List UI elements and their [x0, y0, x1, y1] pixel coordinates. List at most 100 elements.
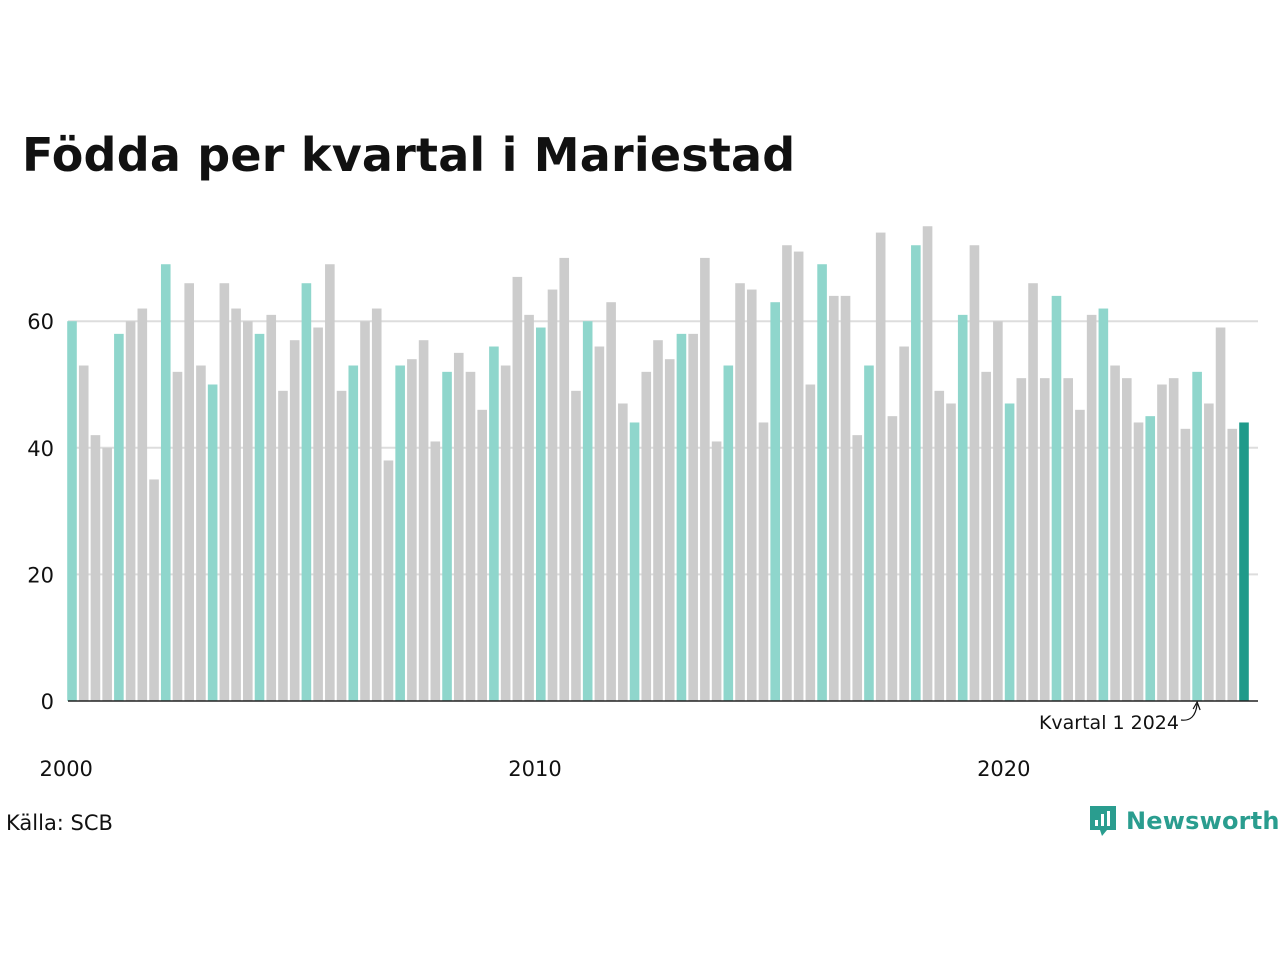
bar: [442, 371, 452, 701]
bar: [805, 384, 816, 701]
bar: [1086, 314, 1097, 701]
bar: [582, 321, 593, 701]
bar: [594, 346, 605, 701]
y-axis-ticks: 0 20 40 60: [27, 310, 54, 714]
bar: [875, 232, 886, 701]
bar: [243, 321, 253, 701]
bar: [1075, 409, 1085, 701]
bar: [946, 403, 956, 701]
annotation: Kvartal 1 2024: [1039, 700, 1201, 734]
source-label: Källa: SCB: [6, 811, 113, 835]
bar: [700, 257, 710, 701]
bar: [711, 441, 722, 701]
bar: [524, 314, 534, 701]
bar: [735, 283, 745, 701]
bar: [817, 264, 827, 701]
bar: [1122, 378, 1132, 701]
bar: [1004, 403, 1015, 701]
bar: [559, 257, 570, 701]
bar: [793, 251, 804, 701]
bar-chart: 0 20 40 60 2000 2010 2020 Kvartal 1 2024: [27, 226, 1258, 781]
bar: [1192, 371, 1202, 701]
bar: [301, 283, 312, 701]
bar: [1168, 378, 1179, 701]
bar: [219, 283, 230, 701]
x-tick-label: 2020: [977, 757, 1030, 781]
y-tick-label: 0: [41, 690, 54, 714]
bar: [911, 245, 921, 702]
bar: [536, 327, 546, 701]
bar: [266, 314, 277, 701]
bar: [67, 321, 77, 701]
bar: [1039, 378, 1050, 701]
bar: [149, 479, 159, 701]
bar: [981, 371, 991, 701]
bar: [313, 327, 323, 701]
bar: [1204, 403, 1214, 701]
bar: [1028, 283, 1038, 701]
bar: [137, 308, 148, 701]
bar: [1227, 428, 1238, 701]
bar: [1063, 378, 1073, 701]
bar: [782, 245, 792, 702]
bar: [840, 295, 851, 701]
bar: [829, 295, 839, 701]
bar: [957, 314, 968, 701]
bar: [489, 346, 499, 701]
bar: [606, 302, 616, 701]
bar: [969, 245, 980, 702]
bar: [278, 390, 288, 701]
bar: [172, 371, 183, 701]
bar: [465, 371, 476, 701]
bar: [1157, 384, 1167, 701]
bar: [1051, 295, 1062, 701]
bar: [899, 346, 909, 701]
newsworthy-logo-icon: [1090, 806, 1116, 836]
bar: [395, 365, 405, 701]
bar: [922, 226, 933, 701]
bar: [207, 384, 218, 701]
bar: [629, 422, 640, 701]
bar: [993, 321, 1003, 701]
bar: [336, 390, 347, 701]
bar: [254, 333, 265, 701]
bar: [1016, 378, 1027, 701]
bar: [758, 422, 769, 701]
y-tick-label: 20: [27, 563, 54, 587]
bar: [618, 403, 628, 701]
chart-title: Födda per kvartal i Mariestad: [22, 128, 796, 182]
bar: [512, 276, 523, 701]
brand-name: Newsworthy: [1126, 807, 1280, 835]
bar: [676, 333, 687, 701]
bar: [1145, 416, 1156, 701]
bar: [348, 365, 359, 701]
bar: [688, 333, 698, 701]
bar: [184, 283, 194, 701]
bar: [371, 308, 382, 701]
bar: [90, 435, 101, 701]
bar: [852, 435, 863, 701]
bar: [746, 289, 757, 701]
bar: [723, 365, 734, 701]
bar: [78, 365, 89, 701]
bar: [360, 321, 370, 701]
y-tick-label: 40: [27, 437, 54, 461]
bar: [547, 289, 558, 701]
bar: [887, 416, 898, 701]
brand-logo: Newsworthy: [1088, 804, 1280, 838]
bar: [325, 264, 335, 701]
x-tick-label: 2000: [39, 757, 92, 781]
bar: [114, 333, 124, 701]
annotation-arrowhead: [1192, 700, 1201, 711]
bar: [453, 352, 464, 701]
bar: [125, 321, 136, 701]
bar: [571, 390, 581, 701]
bar: [864, 365, 874, 701]
bar: [196, 365, 206, 701]
bar: [430, 441, 441, 701]
bar: [1133, 422, 1144, 701]
bars: [67, 226, 1249, 702]
bar: [500, 365, 511, 701]
bar: [1180, 428, 1191, 701]
bar: [383, 460, 394, 701]
